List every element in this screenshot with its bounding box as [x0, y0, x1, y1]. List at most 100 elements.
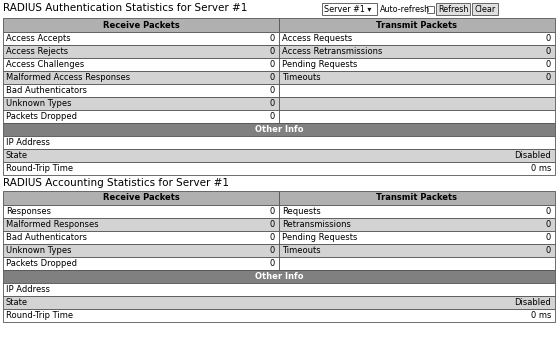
Text: 0: 0	[270, 207, 275, 216]
Text: Retransmissions: Retransmissions	[282, 220, 351, 229]
Bar	[3, 71, 279, 84]
Bar	[3, 84, 279, 97]
Text: 0: 0	[546, 246, 551, 255]
Text: Unknown Types: Unknown Types	[6, 99, 71, 108]
Text: 0: 0	[546, 207, 551, 216]
Bar	[3, 149, 555, 162]
Bar	[3, 283, 555, 296]
Bar	[279, 32, 555, 45]
Text: Pending Requests: Pending Requests	[282, 233, 357, 242]
Text: 0: 0	[270, 220, 275, 229]
Text: State: State	[6, 298, 28, 307]
Bar	[279, 71, 555, 84]
Text: Disabled: Disabled	[514, 151, 551, 160]
Bar	[3, 244, 279, 257]
Bar	[279, 191, 555, 205]
Text: 0: 0	[270, 34, 275, 43]
Text: 0: 0	[270, 246, 275, 255]
Text: 0: 0	[270, 233, 275, 242]
Text: 0: 0	[546, 233, 551, 242]
Bar	[3, 162, 555, 175]
Bar	[3, 123, 555, 136]
Text: 0 ms: 0 ms	[531, 311, 551, 320]
Bar	[3, 110, 279, 123]
Text: Timeouts: Timeouts	[282, 73, 321, 82]
Bar	[279, 231, 555, 244]
Text: IP Address: IP Address	[6, 138, 50, 147]
Text: RADIUS Accounting Statistics for Server #1: RADIUS Accounting Statistics for Server …	[3, 178, 229, 188]
Text: Transmit Packets: Transmit Packets	[377, 20, 458, 30]
Text: Malformed Access Responses: Malformed Access Responses	[6, 73, 130, 82]
Text: 0: 0	[546, 220, 551, 229]
Bar	[3, 205, 279, 218]
Text: 0 ms: 0 ms	[531, 164, 551, 173]
Bar	[472, 3, 498, 15]
Text: RADIUS Authentication Statistics for Server #1: RADIUS Authentication Statistics for Ser…	[3, 3, 247, 13]
Text: Clear: Clear	[474, 5, 496, 13]
Text: Auto-refresh: Auto-refresh	[380, 5, 430, 13]
Text: Access Accepts: Access Accepts	[6, 34, 71, 43]
Bar	[3, 18, 279, 32]
Text: Packets Dropped: Packets Dropped	[6, 112, 77, 121]
Bar	[3, 231, 279, 244]
Text: Access Challenges: Access Challenges	[6, 60, 84, 69]
Bar	[3, 296, 555, 309]
Bar	[279, 257, 555, 270]
Text: Access Rejects: Access Rejects	[6, 47, 68, 56]
Text: 0: 0	[270, 112, 275, 121]
Text: Other Info: Other Info	[255, 125, 303, 134]
Text: Refresh: Refresh	[438, 5, 468, 13]
Bar	[3, 45, 279, 58]
Text: 0: 0	[270, 60, 275, 69]
Text: 0: 0	[270, 99, 275, 108]
Bar	[279, 84, 555, 97]
Text: Bad Authenticators: Bad Authenticators	[6, 233, 87, 242]
Bar	[427, 6, 434, 13]
Bar	[3, 257, 279, 270]
Text: Round-Trip Time: Round-Trip Time	[6, 311, 73, 320]
Text: Receive Packets: Receive Packets	[103, 194, 179, 202]
Bar	[279, 110, 555, 123]
Bar	[3, 97, 279, 110]
Text: Timeouts: Timeouts	[282, 246, 321, 255]
Bar	[3, 191, 279, 205]
Bar	[3, 32, 279, 45]
Bar	[3, 309, 555, 322]
Text: Packets Dropped: Packets Dropped	[6, 259, 77, 268]
Bar	[279, 218, 555, 231]
Text: Disabled: Disabled	[514, 298, 551, 307]
Text: 0: 0	[270, 47, 275, 56]
Bar	[279, 97, 555, 110]
Text: Responses: Responses	[6, 207, 51, 216]
Text: State: State	[6, 151, 28, 160]
Text: 0: 0	[546, 73, 551, 82]
Text: Transmit Packets: Transmit Packets	[377, 194, 458, 202]
Text: 0: 0	[270, 73, 275, 82]
Bar	[3, 218, 279, 231]
Bar	[436, 3, 470, 15]
Text: Requests: Requests	[282, 207, 321, 216]
Text: 0: 0	[546, 60, 551, 69]
Text: 0: 0	[270, 86, 275, 95]
Text: IP Address: IP Address	[6, 285, 50, 294]
Text: Other Info: Other Info	[255, 272, 303, 281]
Text: 0: 0	[270, 259, 275, 268]
Text: Server #1 ▾: Server #1 ▾	[324, 5, 372, 13]
Text: Round-Trip Time: Round-Trip Time	[6, 164, 73, 173]
Bar	[279, 244, 555, 257]
Text: Pending Requests: Pending Requests	[282, 60, 357, 69]
Text: Receive Packets: Receive Packets	[103, 20, 179, 30]
Bar	[279, 18, 555, 32]
Bar	[279, 45, 555, 58]
Text: Malformed Responses: Malformed Responses	[6, 220, 99, 229]
Bar	[279, 58, 555, 71]
Text: Access Requests: Access Requests	[282, 34, 352, 43]
Text: 0: 0	[546, 47, 551, 56]
Text: Unknown Types: Unknown Types	[6, 246, 71, 255]
Bar	[3, 136, 555, 149]
Bar	[3, 270, 555, 283]
Bar	[322, 3, 377, 15]
Bar	[3, 58, 279, 71]
Text: Access Retransmissions: Access Retransmissions	[282, 47, 382, 56]
Text: Bad Authenticators: Bad Authenticators	[6, 86, 87, 95]
